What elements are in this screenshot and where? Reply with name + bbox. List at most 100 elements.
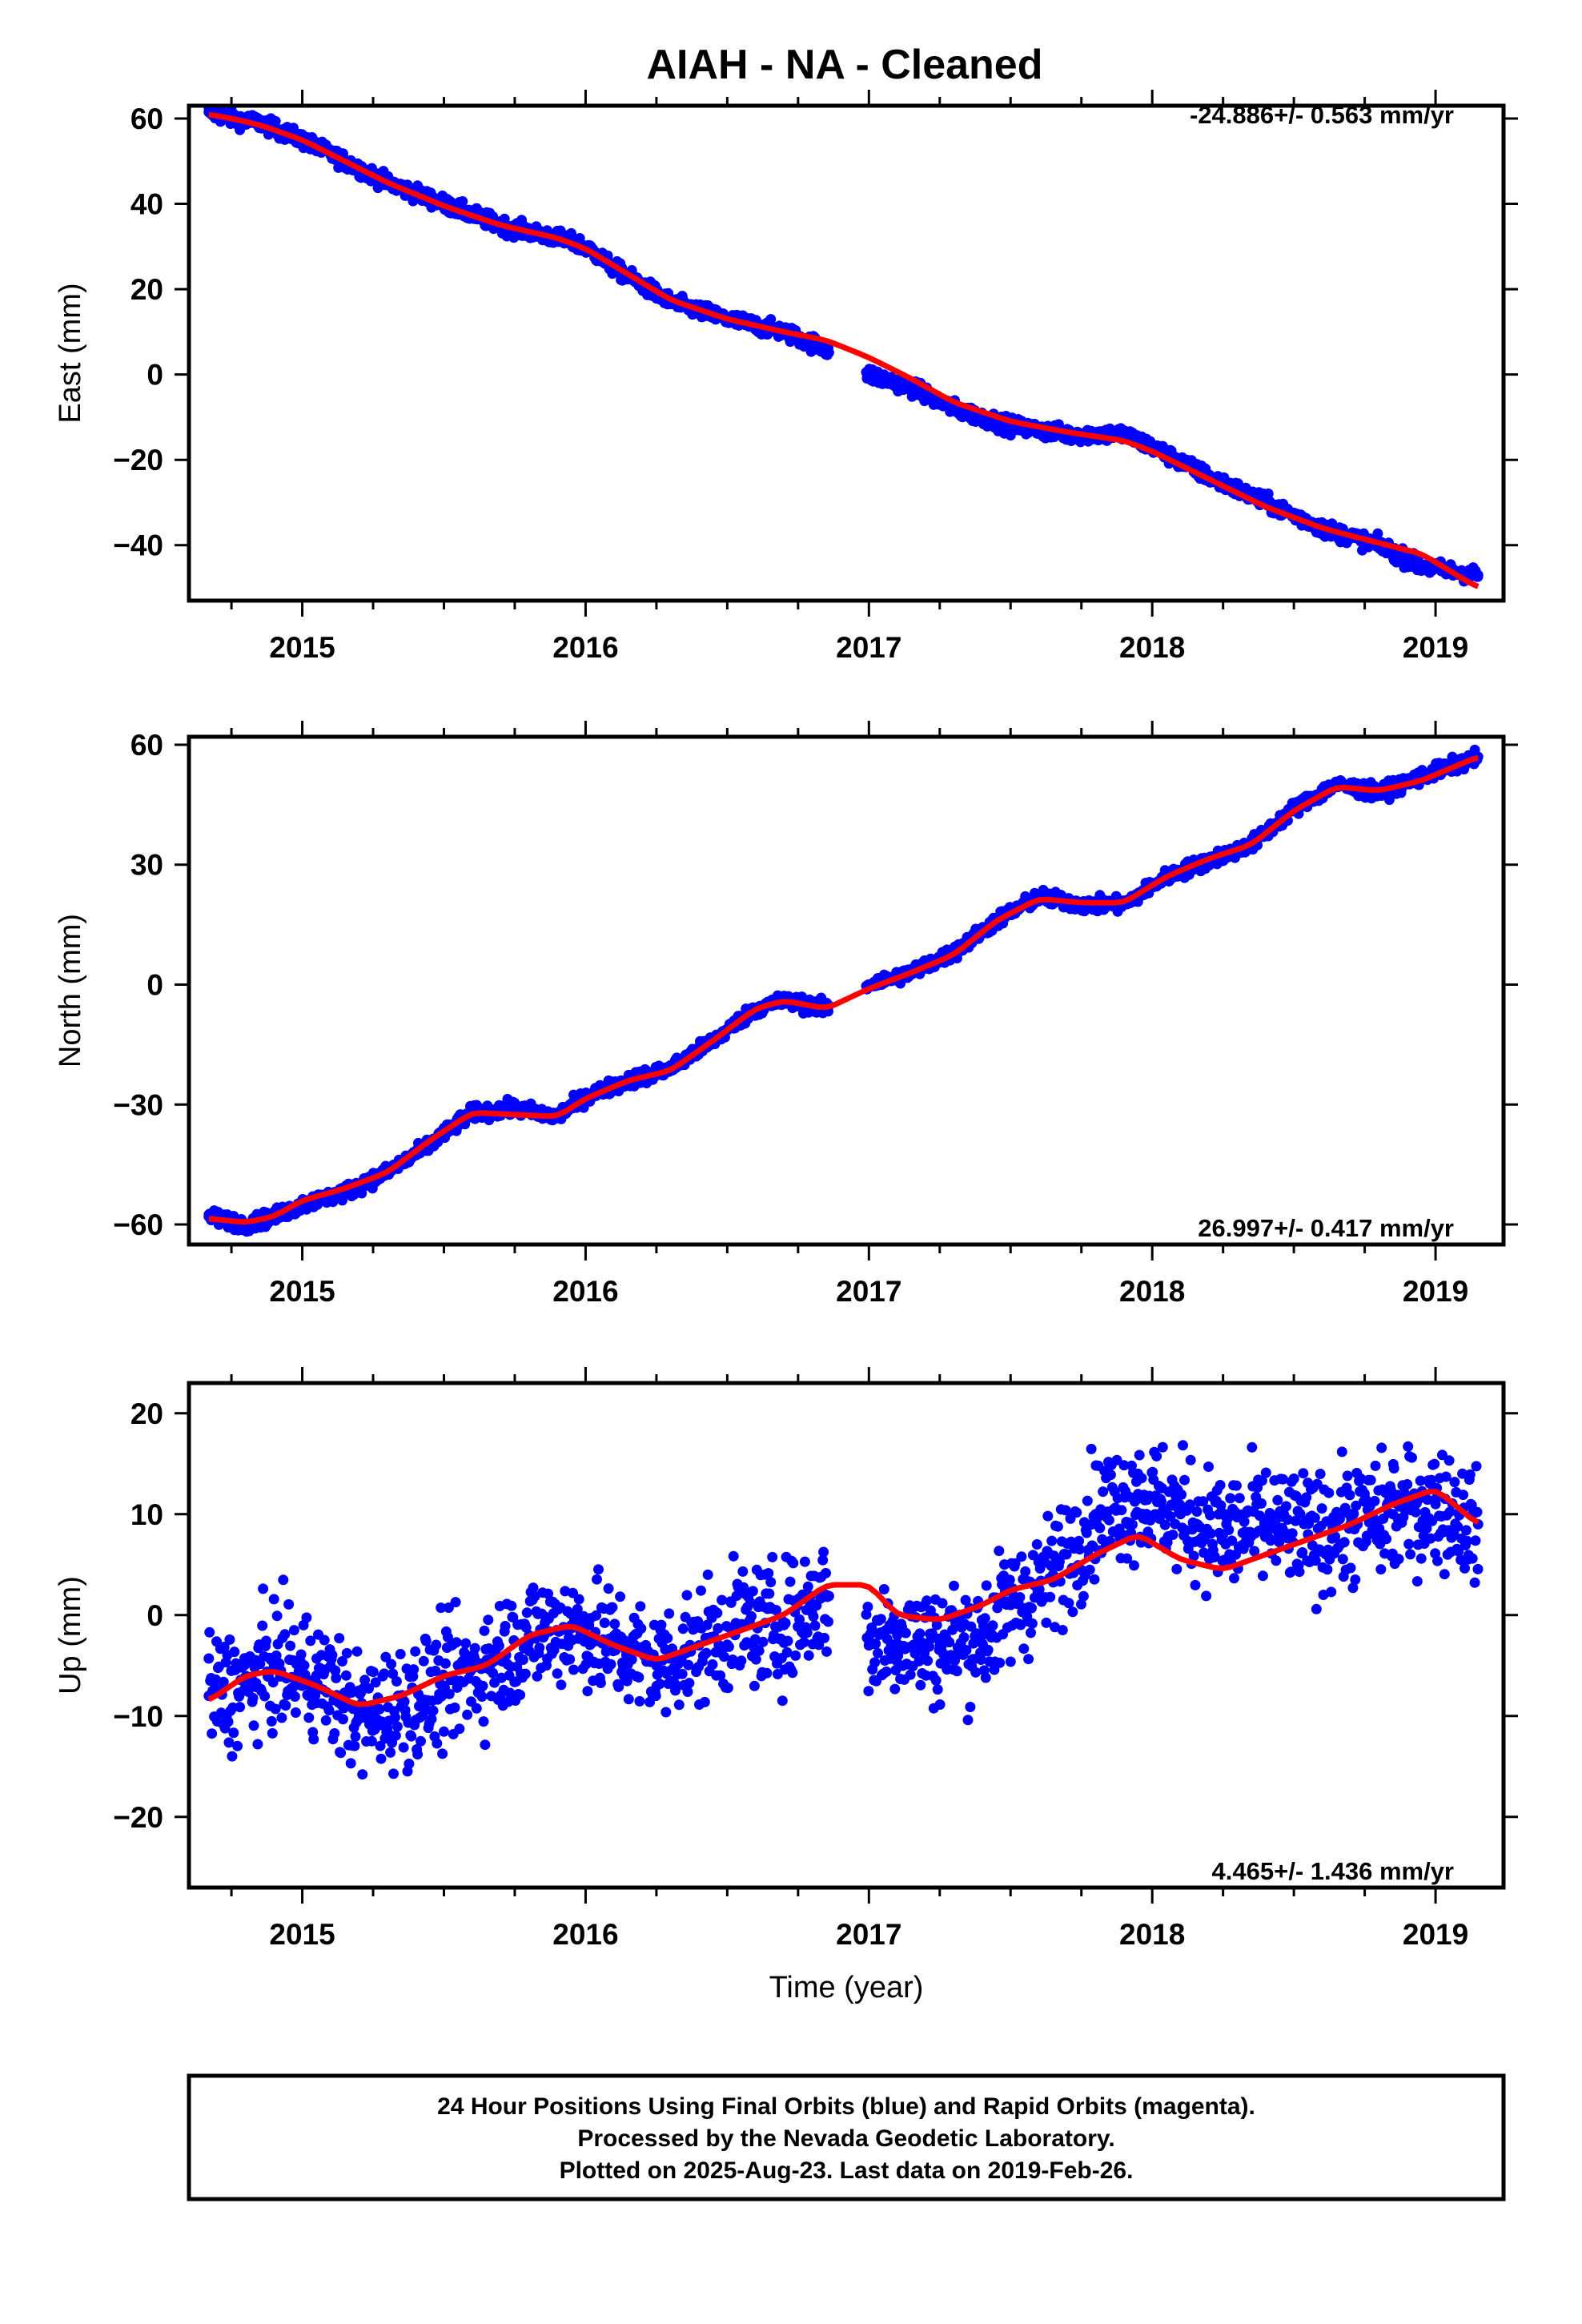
up-daily-point: [1285, 1566, 1296, 1578]
up-daily-point: [1185, 1454, 1196, 1466]
east-point: [821, 344, 832, 355]
up-daily-point: [404, 1759, 415, 1769]
up-daily-point: [1046, 1535, 1058, 1546]
up-daily-point: [1136, 1473, 1147, 1484]
up-daily-point: [1256, 1498, 1267, 1509]
up-daily-point: [252, 1739, 263, 1750]
up-daily-point: [266, 1715, 277, 1727]
up-daily-point: [572, 1603, 583, 1614]
east-y-tick-label: −20: [113, 444, 163, 476]
up-daily-point: [1134, 1449, 1145, 1461]
up-daily-point: [444, 1688, 455, 1699]
up-daily-point: [1165, 1511, 1176, 1522]
up-daily-point: [723, 1641, 734, 1652]
north-y-tick-label: −30: [113, 1088, 163, 1121]
up-daily-point: [790, 1650, 801, 1661]
up-point: [1430, 1498, 1441, 1510]
up-daily-point: [661, 1707, 672, 1718]
up-daily-point: [767, 1551, 778, 1562]
up-daily-point: [921, 1595, 933, 1606]
up-daily-point: [1151, 1450, 1162, 1462]
up-daily-point: [1098, 1486, 1109, 1498]
up-daily-point: [283, 1598, 295, 1610]
east-x-tick-label: 2017: [836, 631, 901, 664]
up-daily-point: [1344, 1490, 1355, 1501]
north-y-axis-label: North (mm): [54, 914, 87, 1068]
up-daily-point: [1257, 1570, 1268, 1582]
up-point: [892, 1630, 903, 1641]
up-daily-point: [1422, 1494, 1433, 1506]
up-daily-point: [863, 1686, 874, 1697]
up-daily-point: [1225, 1493, 1236, 1504]
up-daily-point: [560, 1586, 571, 1597]
up-daily-point: [341, 1647, 352, 1659]
east-y-tick-label: 20: [130, 273, 163, 306]
up-daily-point: [1023, 1654, 1034, 1665]
up-daily-point: [1311, 1478, 1323, 1490]
up-daily-point: [1122, 1553, 1133, 1564]
up-daily-point: [1339, 1537, 1350, 1548]
up-daily-point: [1005, 1656, 1016, 1667]
up-daily-point: [367, 1667, 379, 1678]
up-daily-point: [802, 1581, 813, 1592]
up-daily-point: [285, 1640, 296, 1651]
up-point: [1175, 1509, 1186, 1520]
up-daily-point: [1020, 1566, 1031, 1577]
up-daily-point: [1399, 1487, 1410, 1498]
up-daily-point: [717, 1594, 728, 1606]
up-daily-point: [781, 1647, 793, 1658]
up-daily-point: [351, 1646, 363, 1657]
up-daily-point: [1042, 1510, 1054, 1522]
up-daily-point: [257, 1620, 268, 1631]
up-daily-point: [1460, 1525, 1472, 1536]
up-daily-point: [500, 1621, 511, 1631]
up-daily-point: [390, 1730, 401, 1741]
up-daily-point: [1444, 1506, 1456, 1518]
up-daily-point: [278, 1574, 289, 1586]
up-daily-point: [1342, 1470, 1353, 1482]
up-daily-point: [1205, 1528, 1216, 1539]
up-daily-point: [330, 1665, 341, 1676]
up-daily-point: [450, 1597, 461, 1608]
up-daily-point: [626, 1654, 637, 1665]
up-daily-point: [1061, 1549, 1072, 1560]
up-daily-point: [712, 1607, 723, 1618]
up-daily-point: [731, 1590, 742, 1602]
north-point: [509, 1103, 520, 1114]
up-daily-point: [696, 1585, 706, 1596]
up-daily-point: [488, 1667, 499, 1679]
up-daily-point: [1041, 1617, 1052, 1628]
up-daily-point: [270, 1703, 281, 1715]
up-daily-point: [1461, 1535, 1472, 1546]
up-daily-point: [295, 1649, 307, 1660]
up-daily-point: [247, 1692, 259, 1703]
up-daily-point: [1260, 1467, 1271, 1478]
up-daily-point: [677, 1623, 689, 1634]
up-daily-point: [1034, 1584, 1045, 1595]
up-daily-point: [1429, 1458, 1440, 1470]
up-daily-point: [534, 1642, 545, 1654]
up-daily-point: [261, 1635, 271, 1647]
up-point: [977, 1630, 988, 1641]
up-daily-point: [761, 1667, 773, 1679]
up-daily-point: [548, 1644, 560, 1655]
up-daily-point: [1282, 1514, 1293, 1525]
up-daily-point: [521, 1607, 532, 1618]
up-point: [1387, 1509, 1399, 1520]
north-x-tick-label: 2015: [269, 1275, 335, 1308]
up-daily-point: [1052, 1521, 1063, 1532]
up-point: [1133, 1489, 1143, 1500]
up-daily-point: [962, 1715, 974, 1726]
up-daily-point: [727, 1655, 738, 1665]
up-daily-point: [374, 1703, 385, 1715]
up-daily-point: [753, 1645, 765, 1656]
up-daily-point: [375, 1740, 386, 1751]
up-daily-point: [289, 1691, 300, 1702]
up-daily-point: [746, 1610, 757, 1622]
up-daily-point: [1074, 1535, 1085, 1546]
up-daily-point: [1436, 1449, 1447, 1461]
up-daily-point: [799, 1556, 810, 1567]
up-daily-point: [803, 1650, 814, 1661]
up-daily-point: [1184, 1499, 1195, 1510]
up-daily-point: [1203, 1462, 1214, 1472]
